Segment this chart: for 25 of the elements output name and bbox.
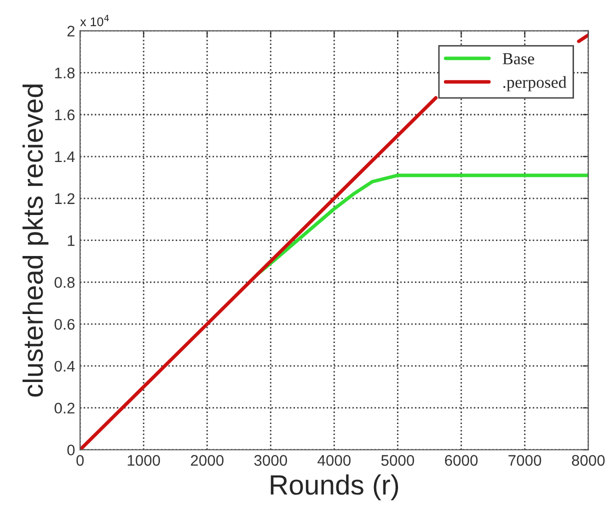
- legend-label: .perposed: [503, 76, 566, 92]
- x-tick-label: 0: [76, 455, 84, 466]
- y-tick-label: 0: [67, 444, 75, 456]
- text: x 10$^{4}$: [80, 14, 109, 26]
- y-tick-label: 0.2: [54, 402, 74, 414]
- y-tick-label: 1.6: [55, 109, 75, 120]
- x-tick-label: 6000: [445, 455, 478, 466]
- x-tick-label: 1000: [128, 455, 160, 466]
- y-axis-title: clusterhead pkts recieved: [22, 84, 48, 397]
- x-tick-label: 8000: [572, 455, 605, 466]
- y-tick-label: 2: [67, 26, 74, 36]
- x-tick-label: 2000: [190, 455, 224, 466]
- x-axis-title: Rounds (r): [270, 474, 398, 500]
- y-tick-label: 1: [68, 235, 74, 246]
- y-tick-label: 0.8: [54, 277, 75, 288]
- y-tick-label: 0.6: [54, 318, 75, 330]
- y-tick-label: 1.8: [55, 68, 75, 78]
- y-tick-label: 0.4: [54, 360, 75, 372]
- y-tick-label: 1.2: [55, 193, 74, 204]
- y-tick-label: 1.4: [55, 152, 75, 162]
- x-tick-label: 7000: [508, 455, 542, 466]
- x-tick-label: 3000: [254, 455, 288, 466]
- x-tick-label: 4000: [318, 455, 351, 466]
- legend-label: Base: [502, 53, 534, 64]
- x-tick-label: 5000: [381, 455, 414, 466]
